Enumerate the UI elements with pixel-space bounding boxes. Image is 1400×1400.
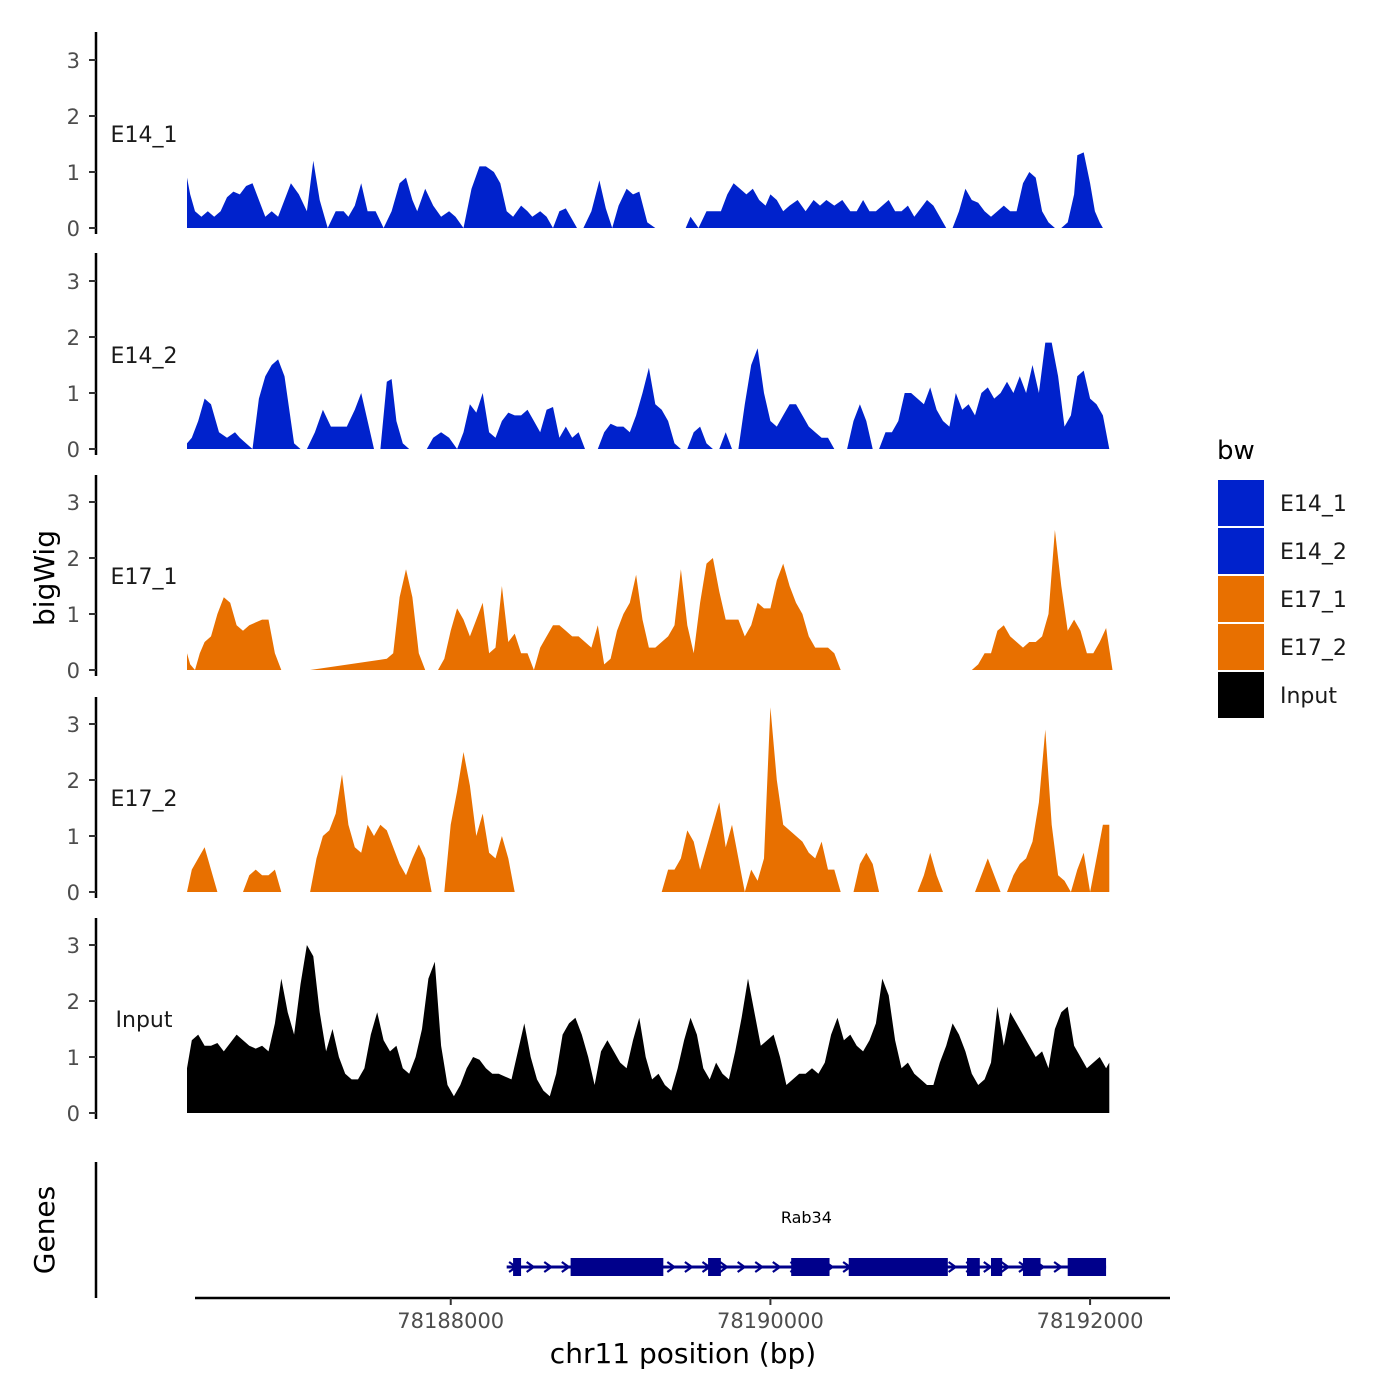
genes-panel-title: Genes bbox=[28, 1186, 61, 1274]
gene-exon bbox=[1067, 1258, 1107, 1276]
coverage-area-E14_1 bbox=[187, 152, 1110, 228]
y-tick-label: 1 bbox=[67, 382, 80, 406]
y-tick-label: 1 bbox=[67, 825, 80, 849]
legend-swatch-E14_2 bbox=[1218, 528, 1264, 574]
y-axis-title: bigWig bbox=[28, 530, 61, 626]
gene-exon bbox=[708, 1258, 721, 1276]
coverage-area-E17_1 bbox=[187, 530, 1113, 670]
strand-arrow bbox=[543, 1261, 554, 1273]
track-Input: 0 1 2 3 Input bbox=[67, 918, 1110, 1126]
legend-label: E14_1 bbox=[1280, 492, 1347, 517]
legend-label: Input bbox=[1280, 684, 1337, 709]
gene-exon bbox=[848, 1258, 948, 1276]
y-tick-label: 1 bbox=[67, 603, 80, 627]
gene-exon bbox=[513, 1258, 522, 1276]
y-tick-label: 1 bbox=[67, 1046, 80, 1070]
y-tick-label: 0 bbox=[67, 659, 80, 683]
legend-swatch-E14_1 bbox=[1218, 480, 1264, 526]
strand-arrow bbox=[754, 1261, 765, 1273]
coverage-area-E14_2 bbox=[187, 342, 1110, 449]
gene-exon bbox=[570, 1258, 664, 1276]
strand-arrow bbox=[983, 1261, 993, 1273]
track-E14_1: 0 1 2 3 E14_1 bbox=[67, 32, 1110, 241]
gene-exon bbox=[1022, 1258, 1041, 1276]
x-axis-title: chr11 position (bp) bbox=[550, 1337, 816, 1370]
y-tick-label: 1 bbox=[67, 161, 80, 185]
coverage-area-E17_2 bbox=[187, 707, 1110, 892]
y-tick-label: 3 bbox=[67, 934, 80, 958]
y-tick-label: 2 bbox=[67, 105, 80, 129]
y-tick-label: 2 bbox=[67, 769, 80, 793]
y-tick-label: 3 bbox=[67, 270, 80, 294]
y-tick-label: 0 bbox=[67, 217, 80, 241]
y-tick-label: 2 bbox=[67, 990, 80, 1014]
coverage-area-Input bbox=[187, 945, 1110, 1113]
y-tick-label: 3 bbox=[67, 491, 80, 515]
legend-label: E14_2 bbox=[1280, 540, 1347, 565]
strand-arrow bbox=[1000, 1261, 1011, 1273]
legend-label: E17_2 bbox=[1280, 636, 1347, 661]
strand-arrow bbox=[561, 1261, 571, 1273]
y-tick-label: 0 bbox=[67, 881, 80, 905]
track-label: E14_2 bbox=[111, 344, 178, 369]
x-tick-label: 78192000 bbox=[1037, 1309, 1144, 1333]
strand-arrow bbox=[684, 1261, 694, 1273]
gene-exon bbox=[791, 1258, 830, 1276]
strand-arrow bbox=[526, 1261, 536, 1273]
y-tick-label: 3 bbox=[67, 713, 80, 737]
legend-label: E17_1 bbox=[1280, 588, 1347, 613]
x-axis: 78188000 78190000 78192000 bbox=[195, 1296, 1170, 1333]
legend-title: bw bbox=[1217, 436, 1255, 466]
strand-arrow bbox=[772, 1261, 782, 1273]
strand-arrow bbox=[947, 1261, 958, 1273]
track-label: Input bbox=[116, 1008, 173, 1033]
strand-arrow bbox=[1053, 1261, 1064, 1273]
x-tick-label: 78188000 bbox=[397, 1309, 504, 1333]
y-tick-label: 2 bbox=[67, 547, 80, 571]
gene-Rab34: Rab34 bbox=[506, 1208, 1107, 1276]
legend: bw E14_1 E14_2 E17_1 E17_2 Input bbox=[1217, 436, 1347, 718]
track-label: E17_1 bbox=[111, 565, 178, 590]
track-E14_2: 0 1 2 3 E14_2 bbox=[67, 253, 1110, 462]
strand-arrow bbox=[736, 1261, 747, 1273]
y-tick-label: 0 bbox=[67, 1102, 80, 1126]
tracks-group: 0 1 2 3 E14_1 0 1 2 3 E14_2 0 1 2 3 E17_1 0 1 2 3 E17_2 0 1 2 3… bbox=[67, 32, 1113, 1126]
gene-name-label: Rab34 bbox=[781, 1208, 832, 1227]
track-E17_1: 0 1 2 3 E17_1 bbox=[67, 475, 1113, 683]
track-label: E17_2 bbox=[111, 787, 178, 812]
strand-arrow bbox=[719, 1261, 729, 1273]
track-label: E14_1 bbox=[111, 123, 178, 148]
legend-swatch-E17_1 bbox=[1218, 576, 1264, 622]
gene-exon bbox=[967, 1258, 980, 1276]
track-E17_2: 0 1 2 3 E17_2 bbox=[67, 697, 1110, 905]
strand-arrow bbox=[666, 1261, 677, 1273]
legend-swatch-Input bbox=[1218, 672, 1264, 718]
gene-exon bbox=[990, 1258, 1003, 1276]
x-tick-label: 78190000 bbox=[717, 1309, 824, 1333]
y-tick-label: 2 bbox=[67, 326, 80, 350]
y-tick-label: 0 bbox=[67, 438, 80, 462]
y-tick-label: 3 bbox=[67, 49, 80, 73]
gene-annotation-panel: Rab34 bbox=[94, 1162, 1107, 1298]
legend-swatch-E17_2 bbox=[1218, 624, 1264, 670]
